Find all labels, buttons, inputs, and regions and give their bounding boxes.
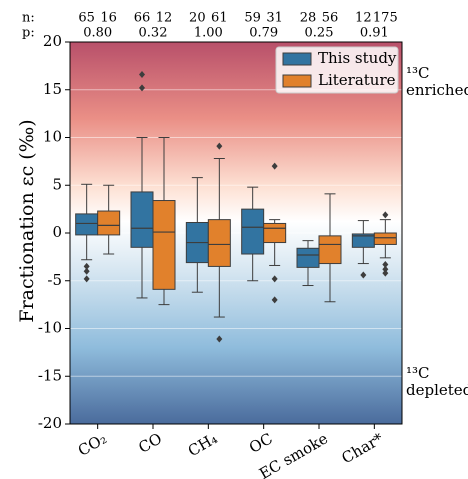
box	[241, 208, 265, 255]
side-annotation: enriched	[406, 81, 468, 99]
y-tick-label: 5	[52, 175, 62, 193]
y-tick-label: -15	[38, 366, 62, 384]
flier	[382, 211, 389, 219]
box	[130, 191, 154, 248]
p-value: 0.32	[139, 26, 168, 41]
flier	[382, 261, 389, 269]
flier	[216, 335, 223, 343]
side-annotation: ¹³C	[406, 364, 430, 382]
n-count: 65	[78, 11, 95, 26]
flier	[382, 269, 389, 277]
x-tick-label: OC	[246, 429, 276, 456]
n-count: 12	[355, 11, 372, 26]
box	[318, 235, 342, 265]
p-value: 0.79	[249, 26, 278, 41]
n-count: 66	[134, 11, 151, 26]
flier	[382, 265, 389, 273]
p-value: 0.80	[83, 26, 112, 41]
y-tick-label: 10	[43, 128, 62, 146]
legend-label: Literature	[318, 71, 396, 89]
y-tick-label: -5	[47, 271, 62, 289]
legend-label: This study	[318, 49, 397, 67]
y-axis-label: Fractionation εc (‰)	[16, 119, 38, 322]
n-count: 12	[156, 11, 173, 26]
y-tick-label: -10	[38, 319, 62, 337]
n-count: 16	[100, 11, 117, 26]
y-tick-label: 20	[43, 32, 62, 50]
flier	[83, 275, 90, 283]
x-tick-label: CH₄	[185, 429, 220, 460]
flier	[271, 275, 278, 283]
n-count: 56	[322, 11, 339, 26]
box	[97, 210, 121, 236]
flier	[83, 267, 90, 275]
p-value: 0.25	[305, 26, 334, 41]
n-count: 175	[373, 11, 398, 26]
p-label: p:	[22, 26, 35, 41]
y-tick-label: -20	[38, 414, 62, 432]
y-tick-label: 0	[52, 223, 62, 241]
flier	[360, 271, 367, 279]
n-count: 59	[244, 11, 261, 26]
y-tick-label: 15	[43, 80, 62, 98]
p-value: 1.00	[194, 26, 223, 41]
flier	[271, 296, 278, 304]
side-annotation: ¹³C	[406, 64, 430, 82]
legend-swatch	[282, 52, 312, 66]
plot-frame	[69, 41, 403, 425]
box	[152, 200, 176, 290]
legend-swatch	[282, 74, 312, 88]
side-annotation: depleted	[406, 381, 468, 399]
x-tick-label: CO	[135, 429, 165, 456]
flier	[139, 84, 145, 92]
box	[75, 213, 99, 236]
flier	[216, 142, 223, 150]
box	[207, 219, 231, 267]
n-count: 61	[211, 11, 228, 26]
flier	[139, 70, 145, 78]
n-label: n:	[22, 11, 35, 26]
x-tick-label: CO₂	[75, 429, 110, 459]
n-count: 31	[266, 11, 283, 26]
flier	[271, 162, 278, 170]
n-count: 28	[300, 11, 317, 26]
box	[296, 247, 320, 268]
flier	[83, 262, 90, 270]
box	[263, 222, 287, 244]
p-value: 0.91	[360, 26, 389, 41]
x-tick-label: Char*	[339, 429, 387, 467]
box	[373, 232, 397, 245]
n-count: 20	[189, 11, 206, 26]
